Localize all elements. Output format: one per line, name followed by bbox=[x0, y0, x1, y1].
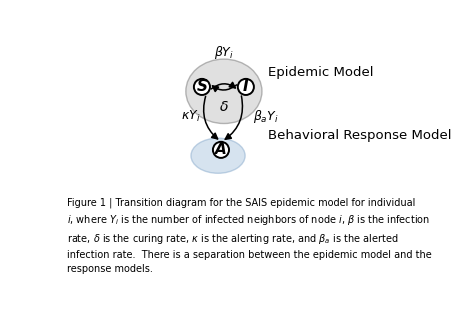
Circle shape bbox=[194, 79, 210, 95]
Text: $\beta Y_i$: $\beta Y_i$ bbox=[214, 44, 234, 61]
Text: $\beta_a Y_i$: $\beta_a Y_i$ bbox=[253, 108, 279, 125]
Text: $\delta$: $\delta$ bbox=[219, 100, 229, 114]
Text: $\kappa Y_i$: $\kappa Y_i$ bbox=[182, 109, 201, 124]
Text: S: S bbox=[196, 79, 208, 95]
Ellipse shape bbox=[186, 59, 262, 124]
Text: I: I bbox=[243, 79, 249, 95]
Circle shape bbox=[213, 142, 229, 158]
Text: A: A bbox=[215, 142, 227, 157]
Text: Figure 1 | Transition diagram for the SAIS epidemic model for individual
$i$, wh: Figure 1 | Transition diagram for the SA… bbox=[66, 198, 431, 275]
Text: Behavioral Response Model: Behavioral Response Model bbox=[268, 129, 451, 142]
Text: Epidemic Model: Epidemic Model bbox=[268, 66, 374, 79]
Ellipse shape bbox=[191, 138, 245, 173]
Circle shape bbox=[238, 79, 254, 95]
